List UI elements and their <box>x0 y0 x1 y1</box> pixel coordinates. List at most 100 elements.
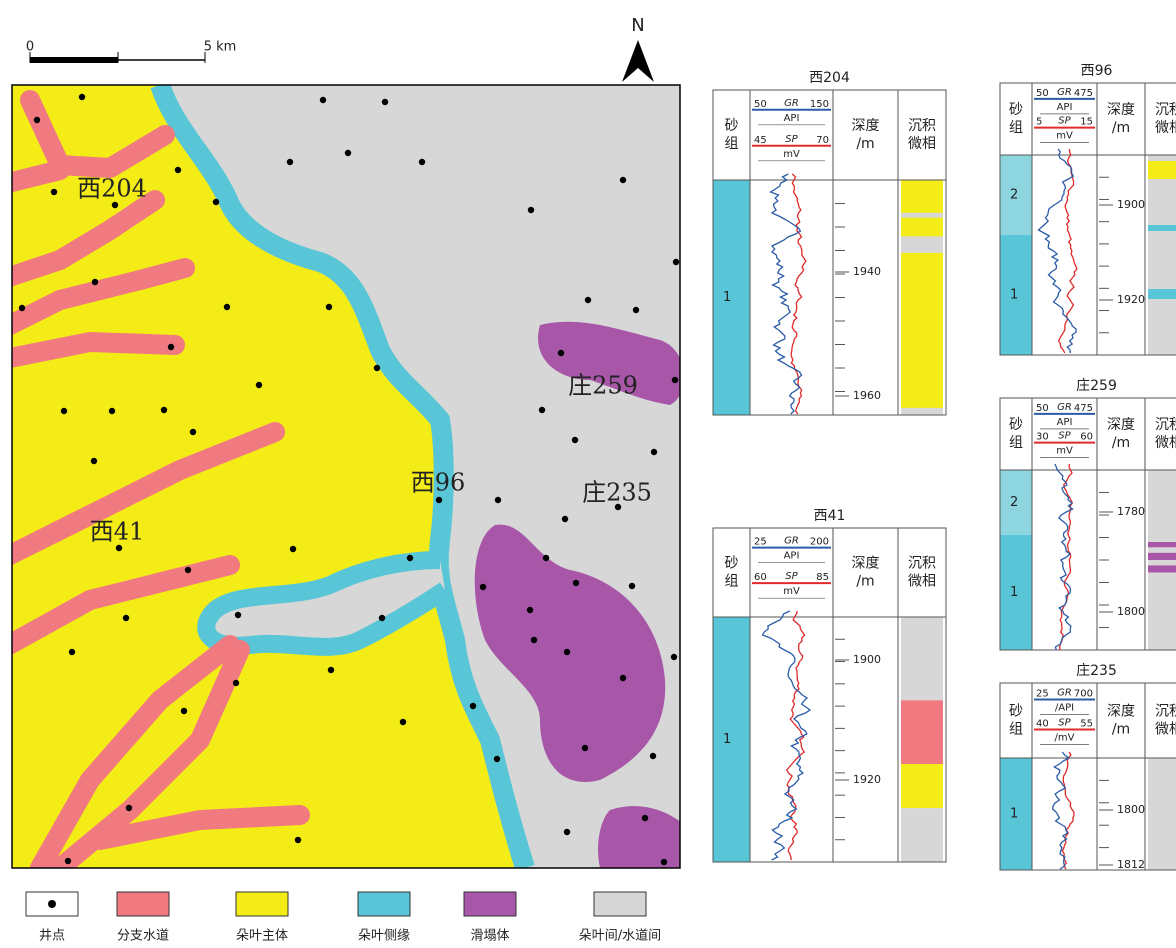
well-point <box>189 428 197 436</box>
well-point <box>538 406 546 414</box>
curve-max: 60 <box>1080 432 1093 443</box>
well-point <box>64 857 72 865</box>
curve-max: 475 <box>1074 88 1093 99</box>
well-point <box>319 96 327 104</box>
legend-swatch <box>593 891 647 917</box>
depth-header: 深度 <box>852 556 880 572</box>
well-point <box>641 814 649 822</box>
sand-group: 1 <box>1010 585 1018 600</box>
well-point <box>381 98 389 106</box>
sand-header: 组 <box>1009 120 1023 136</box>
well-point <box>255 381 263 389</box>
facies-zone <box>1148 179 1176 225</box>
well-point <box>68 648 76 656</box>
facies-header: 微相 <box>908 574 936 590</box>
facies-zone <box>1148 560 1176 566</box>
curve-name: SP <box>1058 431 1071 442</box>
well-point <box>232 679 240 687</box>
north-label: N <box>631 15 644 36</box>
depth-header: /m <box>856 136 874 152</box>
curve-max: 70 <box>816 135 829 146</box>
well-point <box>628 582 636 590</box>
curve-name: SP <box>1058 116 1071 127</box>
well-point <box>493 755 501 763</box>
sand-zone <box>1000 534 1032 650</box>
well-point <box>18 304 26 312</box>
facies-header: 沉积 <box>1155 704 1176 720</box>
well-point <box>378 614 386 622</box>
well-point <box>122 614 130 622</box>
facies-header: 微相 <box>1155 120 1176 136</box>
curve-unit: /mV <box>1055 733 1075 744</box>
curve-min: 30 <box>1036 432 1049 443</box>
facies-zone <box>901 236 943 253</box>
well-point <box>344 149 352 157</box>
curve-min: 50 <box>754 99 767 110</box>
facies-zone <box>1148 470 1176 542</box>
curve-name: GR <box>1057 87 1072 98</box>
well-label: 庄259 <box>568 372 638 400</box>
facies-header: 沉积 <box>1155 102 1176 118</box>
depth-label: 1920 <box>1117 293 1145 306</box>
curve-min: 50 <box>1036 88 1049 99</box>
curve-unit: API <box>784 551 800 562</box>
scale-bar: 0 5 km <box>26 40 236 63</box>
curve-unit: API <box>784 113 800 124</box>
scale-start: 0 <box>26 40 34 55</box>
curve-name: GR <box>1057 688 1072 699</box>
facies-zone <box>1148 299 1176 355</box>
curve-unit: mV <box>783 149 800 160</box>
well-label: 西41 <box>90 518 145 546</box>
well-point <box>526 606 534 614</box>
depth-label: 1920 <box>853 773 881 786</box>
curve-min: 25 <box>754 537 767 548</box>
facies-zone <box>1148 565 1176 573</box>
well-point <box>160 406 168 414</box>
curve-unit: mV <box>1056 446 1073 457</box>
sand-header: 组 <box>1009 435 1023 451</box>
well-point <box>572 579 580 587</box>
well-point <box>557 349 565 357</box>
facies-zone <box>901 217 943 237</box>
legend-label: 朵叶侧缘 <box>358 929 410 944</box>
well-point <box>399 718 407 726</box>
facies-zone <box>901 617 943 701</box>
log-curve <box>1051 751 1071 870</box>
facies-zone <box>901 212 943 218</box>
facies-zone <box>1148 547 1176 553</box>
curve-unit: mV <box>1056 131 1073 142</box>
well-point <box>325 303 333 311</box>
well-point <box>632 306 640 314</box>
sand-header: 组 <box>725 136 739 152</box>
legend-label: 朵叶间/水道间 <box>579 929 661 944</box>
log-title: 庄235 <box>1076 662 1117 679</box>
curve-name: GR <box>784 536 799 547</box>
well-point <box>479 583 487 591</box>
depth-label: 1800 <box>1117 605 1145 618</box>
well-point <box>78 93 86 101</box>
curve-unit: /API <box>1055 703 1074 714</box>
well-point <box>614 503 622 511</box>
log-curve <box>769 173 803 415</box>
facies-zone <box>901 808 943 862</box>
depth-header: /m <box>1112 120 1130 136</box>
sand-zone <box>1000 155 1032 235</box>
log-curve <box>786 610 806 861</box>
well-point <box>672 258 680 266</box>
well-point <box>125 804 133 812</box>
log-curve <box>1061 751 1075 870</box>
curve-name: SP <box>785 571 798 582</box>
well-point <box>619 674 627 682</box>
well-point <box>418 158 426 166</box>
well-point <box>671 376 679 384</box>
facies-header: 微相 <box>908 136 936 152</box>
legend-swatch <box>463 891 517 917</box>
depth-header: /m <box>1112 722 1130 738</box>
curve-max: 700 <box>1074 689 1093 700</box>
curve-unit: mV <box>783 586 800 597</box>
facies-zone <box>1148 289 1176 299</box>
facies-header: 微相 <box>1155 722 1176 738</box>
sand-group: 1 <box>723 732 731 747</box>
